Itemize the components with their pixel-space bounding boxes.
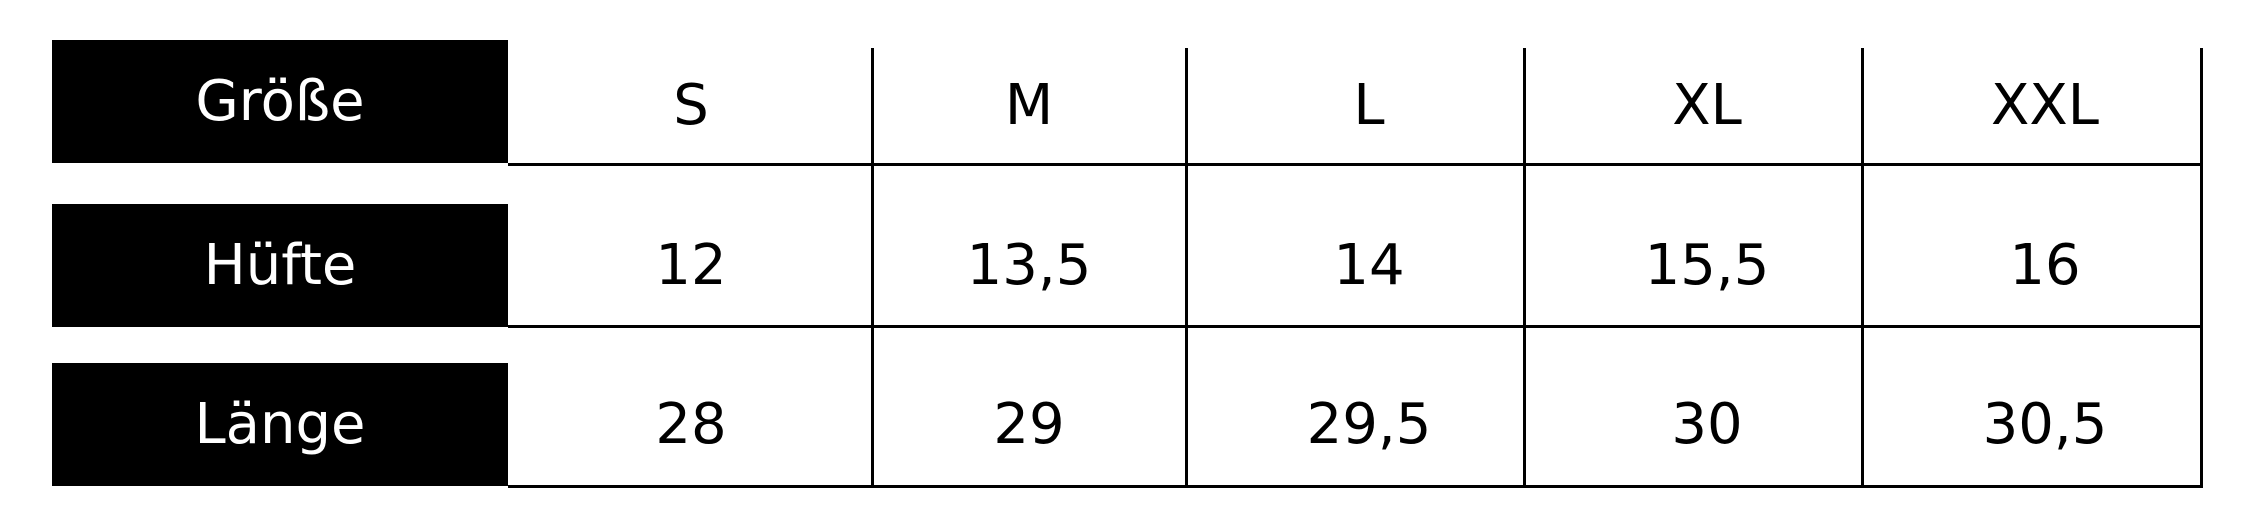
table-cell: 14: [1333, 233, 1405, 298]
table-cell: L: [1353, 73, 1385, 138]
column-divider: [1523, 48, 1526, 488]
table-cell: XXL: [1991, 73, 2099, 138]
table-cell: XL: [1672, 73, 1742, 138]
column-divider: [1861, 48, 1864, 488]
table-cell: 29,5: [1306, 392, 1432, 457]
column-divider: [1185, 48, 1188, 488]
table-cell: 29: [993, 392, 1065, 457]
table-cell: 30: [1671, 392, 1743, 457]
row-header-length: Länge: [52, 363, 508, 486]
column-divider: [871, 48, 874, 488]
table-cell: 13,5: [966, 233, 1092, 298]
row-header-size: Größe: [52, 40, 508, 163]
table-cell: 30,5: [1982, 392, 2108, 457]
table-cell: 12: [655, 233, 727, 298]
table-cell: 15,5: [1644, 233, 1770, 298]
table-cell: M: [1004, 73, 1054, 138]
column-divider: [2200, 48, 2203, 488]
table-cell: 16: [2009, 233, 2081, 298]
row-divider: [508, 163, 2202, 166]
table-cell: S: [673, 73, 709, 138]
row-header-hip: Hüfte: [52, 204, 508, 327]
table-cell: 28: [655, 392, 727, 457]
row-divider: [508, 485, 2202, 488]
row-divider: [508, 325, 2202, 328]
